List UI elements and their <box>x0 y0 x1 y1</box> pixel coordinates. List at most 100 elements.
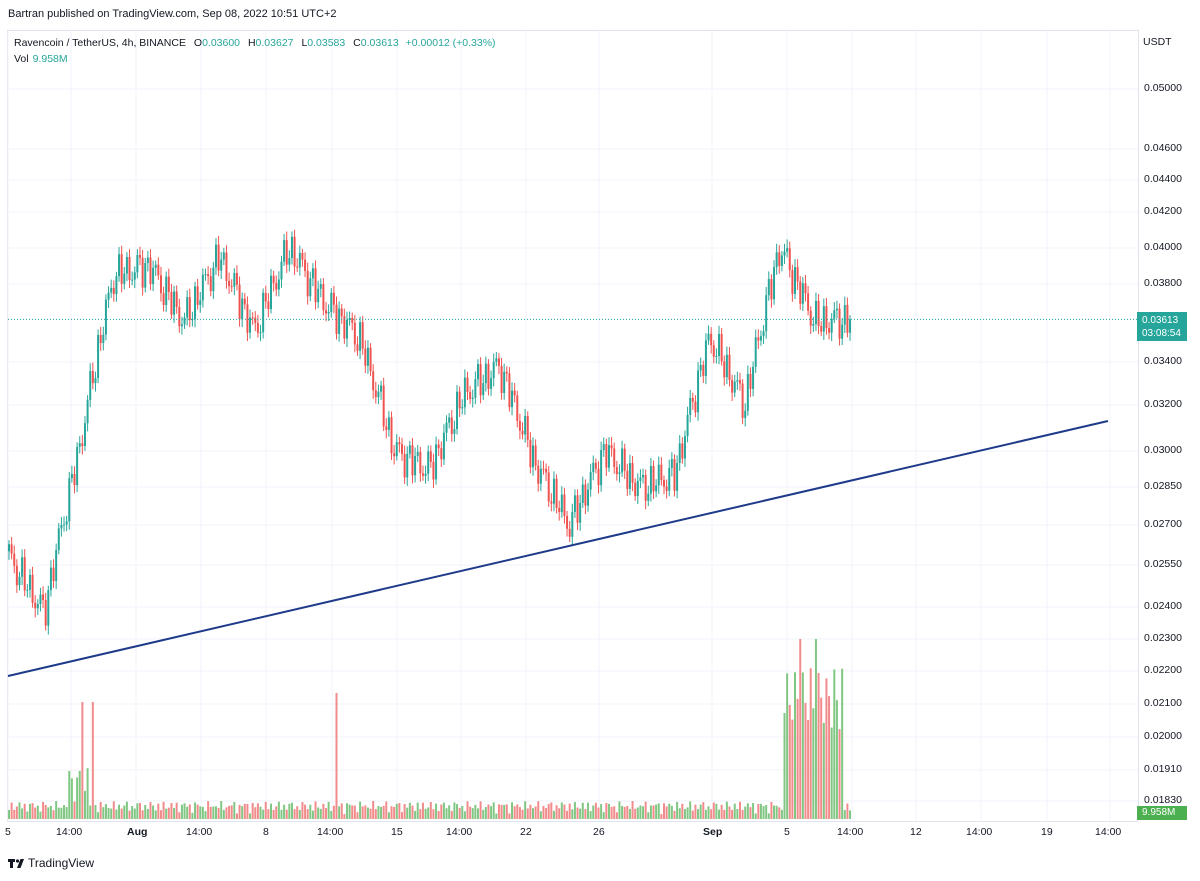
candle-body <box>657 464 660 486</box>
candle-body <box>733 381 736 393</box>
low-label: L <box>301 37 308 49</box>
candle-body <box>120 254 123 284</box>
volume-bar <box>733 803 736 819</box>
volume-bar <box>660 814 663 819</box>
candle-body <box>738 380 741 384</box>
candle-body <box>207 274 210 277</box>
volume-bar <box>529 804 532 819</box>
volume-bar <box>275 806 278 819</box>
candle-body <box>154 264 157 268</box>
volume-bar <box>463 811 466 819</box>
candle-body <box>411 445 414 476</box>
candle-body <box>532 445 534 468</box>
candle-body <box>228 280 231 287</box>
volume-bar <box>380 806 383 819</box>
volume-bar <box>508 813 511 819</box>
candle-body <box>55 550 58 582</box>
candle-body <box>387 417 390 430</box>
volume-bar <box>550 802 553 819</box>
candle-body <box>377 391 380 398</box>
candle-body <box>139 255 141 258</box>
candle-body <box>104 299 107 335</box>
candle-body <box>817 300 820 326</box>
price-tick-label: 0.02550 <box>1144 558 1182 570</box>
last-price: 0.03613 <box>1142 315 1179 326</box>
tradingview-brand[interactable]: TradingView <box>8 856 94 870</box>
candle-body <box>495 358 498 362</box>
volume-bar <box>448 805 451 819</box>
volume-bar <box>516 804 519 819</box>
candle-body <box>128 256 131 281</box>
volume-bar <box>442 802 445 819</box>
candle-body <box>13 553 16 566</box>
volume-bar <box>251 802 254 819</box>
price-tick-label: 0.04400 <box>1144 173 1182 185</box>
symbol-name[interactable]: Ravencoin / TetherUS, 4h, BINANCE <box>14 37 186 49</box>
volume-bar <box>704 809 707 819</box>
volume-bar <box>68 770 71 819</box>
volume-bar <box>466 801 469 819</box>
candle-body <box>15 565 18 586</box>
candle-body <box>220 259 223 271</box>
volume-bar <box>715 803 718 819</box>
candle-body <box>191 318 194 321</box>
volume-bar <box>618 801 621 819</box>
volume-bar <box>628 808 631 819</box>
volume-bar <box>518 807 521 819</box>
volume-bar <box>123 805 126 819</box>
candle-body <box>338 308 341 334</box>
volume-legend: Vol 9.958M <box>14 53 68 65</box>
volume-bar <box>613 806 616 819</box>
volume-bar <box>15 806 18 819</box>
volume-bar <box>738 801 741 819</box>
candle-body <box>39 594 42 605</box>
price-tick-label: 0.02100 <box>1144 697 1182 709</box>
volume-bar <box>573 802 576 819</box>
volume-bar <box>76 777 79 819</box>
volume-bar <box>773 805 776 819</box>
bar-countdown: 03:08:54 <box>1142 328 1181 339</box>
candle-body <box>437 444 440 449</box>
candle-body <box>843 304 846 325</box>
candle-body <box>699 364 702 371</box>
candle-body <box>421 473 424 476</box>
volume-bar <box>10 802 13 819</box>
candle-body <box>131 279 134 281</box>
volume-bar <box>623 806 626 819</box>
volume-bar <box>697 809 700 819</box>
candle-body <box>537 465 540 484</box>
candle-body <box>605 444 608 468</box>
candle-body <box>403 453 406 478</box>
candle-body <box>534 445 537 466</box>
candle-body <box>571 511 574 537</box>
time-axis[interactable] <box>7 821 1138 846</box>
volume-bar <box>673 810 676 819</box>
volume-bar <box>65 807 68 819</box>
candle-body <box>359 322 362 351</box>
volume-bar <box>39 811 42 819</box>
candle-body <box>689 397 692 415</box>
candle-body <box>783 251 786 256</box>
high-value: 0.03627 <box>255 37 294 49</box>
candle-body <box>217 244 220 271</box>
candle-body <box>579 502 582 523</box>
candle-body <box>513 390 516 396</box>
volume-bar <box>104 804 107 819</box>
volume-bar <box>600 804 603 819</box>
volume-bar <box>757 803 760 819</box>
candle-body <box>102 334 105 343</box>
volume-bar <box>112 801 115 819</box>
volume-bar <box>97 812 100 819</box>
volume-bar <box>290 802 293 819</box>
volume-bar <box>120 808 123 819</box>
price-tick-label: 0.05000 <box>1144 82 1182 94</box>
volume-bar <box>566 810 569 819</box>
candle-body <box>159 275 162 294</box>
price-axis[interactable] <box>1138 30 1200 821</box>
volume-bar <box>382 805 385 819</box>
volume-bar <box>330 810 333 819</box>
candle-body <box>649 466 652 494</box>
candle-body <box>516 395 519 421</box>
candle-body <box>476 364 479 380</box>
